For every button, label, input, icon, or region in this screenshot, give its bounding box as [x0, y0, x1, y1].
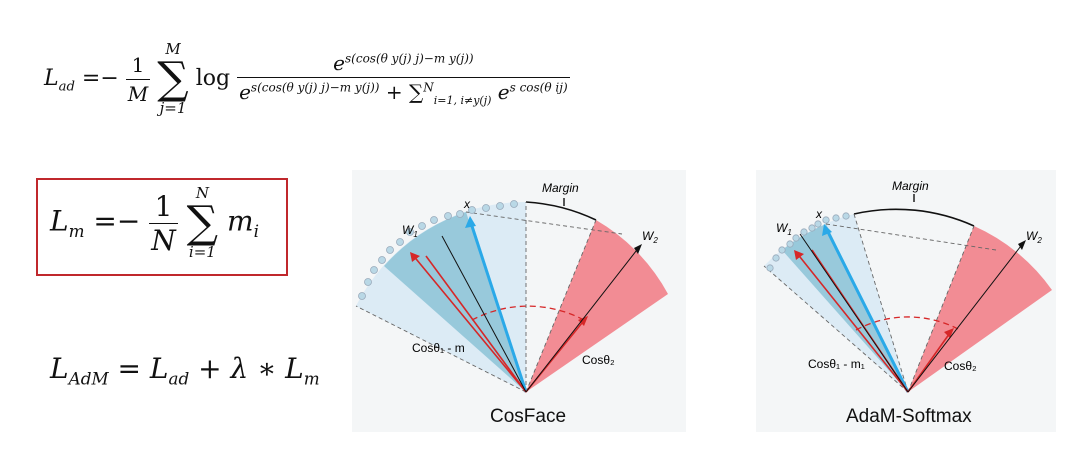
w1-label: W1 [402, 223, 418, 239]
boundary-line [763, 265, 909, 393]
x-label: x [463, 197, 471, 211]
cos2-arrow [907, 329, 953, 393]
softmax-fraction: es(cos(θ y(j) j)−m y(j)) es(cos(θ y(j) j… [237, 51, 570, 107]
arrowhead [822, 224, 832, 236]
class1-sector [384, 212, 526, 392]
cos2-label: Cosθ₂ [944, 359, 977, 373]
margin-label: Margin [892, 179, 929, 193]
w1-vector [441, 235, 527, 393]
arrowhead [634, 244, 642, 254]
margin-arc [525, 201, 597, 221]
class2-sector [908, 226, 1052, 392]
loss-ad-equation: Lad =− 1 M M ∑ j=1 log es(cos(θ y(j) j)−… [44, 40, 570, 117]
boundary-line [355, 305, 527, 393]
caption-adam-softmax: AdaM-Softmax [846, 406, 972, 427]
caption-cosface: CosFace [490, 406, 567, 427]
arrowhead [794, 250, 804, 260]
margin-label: Margin [542, 181, 579, 195]
boundary-line [907, 225, 975, 393]
margin-arc [853, 208, 975, 227]
cosface-diagram: Margin x W1 W2 Cosθ₁ - m Cosθ₂ [352, 170, 686, 432]
w1-label: W1 [776, 221, 792, 237]
projection-line [465, 211, 623, 235]
sum-operator: M ∑ j=1 [157, 40, 189, 117]
boundary-line [853, 213, 909, 393]
cos2-label: Cosθ₂ [582, 353, 615, 367]
class1-sector [782, 224, 908, 392]
one-over-n: 1 N [149, 189, 178, 257]
highlight-box [36, 178, 288, 276]
w2-label: W2 [1026, 229, 1042, 245]
feature-x-arrow [824, 227, 910, 393]
loss-margin-equation: Lm =− 1 N N ∑ i=1 mi [50, 184, 259, 261]
w2-arrow [907, 241, 1025, 393]
arrowhead [578, 316, 588, 326]
sum-operator: N ∑ i=1 [186, 184, 219, 261]
w2-label: W2 [642, 229, 658, 245]
w1-arrow-2 [425, 255, 527, 393]
x-label: x [815, 207, 823, 221]
arrowhead [410, 252, 420, 262]
angle-arc [855, 316, 961, 331]
cos1-label: Cosθ₁ - m [412, 341, 465, 355]
feature-dots [358, 200, 518, 300]
one-over-m: 1 M [125, 52, 151, 106]
arrowhead [465, 216, 476, 228]
adam-softmax-diagram: Margin x W1 W2 Cosθ₁ - m₁ Cosθ₂ [756, 170, 1056, 432]
w2-arrow [525, 245, 641, 393]
projection-line [825, 223, 997, 251]
cos1-label: Cosθ₁ - m₁ [808, 357, 865, 371]
feature-x-arrow [468, 219, 528, 393]
feature-dots [766, 212, 850, 272]
w1-vector [799, 233, 909, 393]
boundary-line [525, 219, 597, 393]
arrowhead [944, 328, 954, 338]
loss-adm-equation: LAdM = Lad + λ ∗ Lm [50, 352, 320, 389]
w1-arrow [411, 253, 527, 393]
w1-arrow [795, 251, 909, 393]
arrowhead [1018, 240, 1026, 250]
